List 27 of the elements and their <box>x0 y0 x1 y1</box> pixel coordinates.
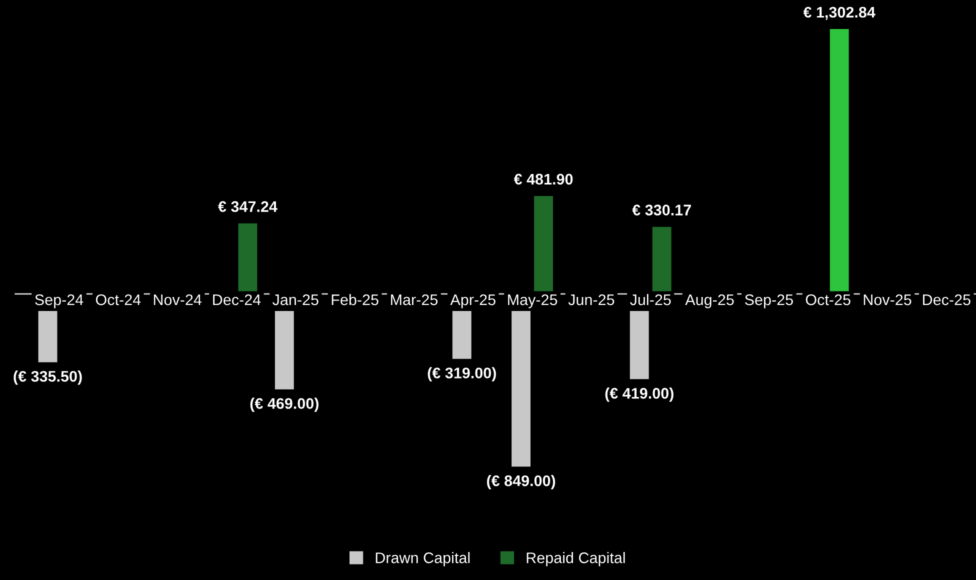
x-tick-label: Jun-25 <box>568 294 614 306</box>
legend-label: Drawn Capital <box>376 552 470 566</box>
x-tick-label: Mar-25 <box>391 294 438 306</box>
x-tick-label: Feb-25 <box>332 294 378 306</box>
x-tick-label: May-25 <box>508 294 558 308</box>
legend-label: Repaid Capital <box>526 552 625 566</box>
data-label: € 1,302.84 <box>803 6 876 20</box>
x-tick-label: Oct-24 <box>96 294 141 306</box>
data-label: (€ 419.00) <box>605 388 674 402</box>
x-tick-label: Jul-25 <box>630 294 671 306</box>
data-label: € 481.90 <box>514 174 573 185</box>
data-label: (€ 469.00) <box>250 398 318 412</box>
x-tick-label: Oct-25 <box>806 294 850 306</box>
x-tick-label: Sep-25 <box>745 294 793 308</box>
x-tick-label: Nov-25 <box>864 294 912 306</box>
data-label: € 347.24 <box>218 201 278 212</box>
data-label: (€ 849.00) <box>486 474 556 490</box>
x-tick-label: Jan-25 <box>272 294 318 306</box>
data-label: € 330.17 <box>632 204 691 216</box>
x-tick-label: Nov-24 <box>154 294 202 306</box>
x-tick-label: Dec-25 <box>923 294 970 306</box>
x-tick-label: Apr-25 <box>450 294 496 308</box>
x-tick-label: Sep-24 <box>35 294 84 308</box>
x-tick-label: Aug-25 <box>685 294 734 308</box>
data-label: (€ 335.50) <box>14 370 82 385</box>
data-label: (€ 319.00) <box>428 367 496 382</box>
x-tick-label: Dec-24 <box>213 294 261 306</box>
